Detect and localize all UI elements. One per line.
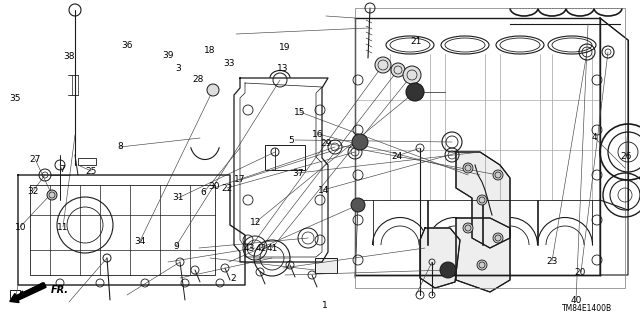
Polygon shape bbox=[456, 152, 510, 248]
Text: 16: 16 bbox=[312, 130, 324, 139]
Text: 27: 27 bbox=[29, 155, 41, 164]
Circle shape bbox=[463, 223, 473, 233]
Text: 29: 29 bbox=[321, 139, 332, 148]
Circle shape bbox=[352, 134, 368, 150]
Circle shape bbox=[391, 63, 405, 77]
Text: 31: 31 bbox=[172, 193, 184, 202]
Text: 34: 34 bbox=[134, 237, 145, 246]
Text: 28: 28 bbox=[193, 75, 204, 84]
Circle shape bbox=[207, 84, 219, 96]
Text: 39: 39 bbox=[162, 51, 173, 60]
Text: 18: 18 bbox=[204, 46, 216, 55]
Text: 35: 35 bbox=[10, 94, 21, 103]
Text: 19: 19 bbox=[279, 43, 291, 52]
Text: 14: 14 bbox=[317, 186, 329, 195]
Circle shape bbox=[477, 195, 487, 205]
Bar bbox=[315, 258, 337, 273]
Bar bbox=[10, 290, 20, 298]
Text: FR.: FR. bbox=[51, 285, 69, 295]
Circle shape bbox=[477, 260, 487, 270]
Text: 3: 3 bbox=[175, 64, 180, 73]
Circle shape bbox=[463, 163, 473, 173]
Text: 36: 36 bbox=[121, 41, 132, 50]
FancyArrow shape bbox=[10, 283, 46, 302]
Text: 41: 41 bbox=[266, 244, 278, 252]
Text: 23: 23 bbox=[546, 257, 557, 266]
Text: 9: 9 bbox=[173, 242, 179, 251]
Text: 11: 11 bbox=[57, 223, 68, 232]
Text: 13: 13 bbox=[277, 64, 289, 73]
Text: TM84E1400B: TM84E1400B bbox=[562, 304, 612, 313]
Circle shape bbox=[403, 66, 421, 84]
Text: 26: 26 bbox=[620, 152, 632, 161]
Text: 15: 15 bbox=[294, 108, 305, 116]
Text: 12: 12 bbox=[250, 218, 262, 227]
Text: 1: 1 bbox=[323, 301, 328, 310]
Circle shape bbox=[440, 262, 456, 278]
Bar bbox=[78, 158, 96, 165]
Text: 38: 38 bbox=[63, 52, 75, 61]
Text: 2: 2 bbox=[231, 274, 236, 283]
Circle shape bbox=[351, 198, 365, 212]
Text: 10: 10 bbox=[15, 223, 26, 232]
Circle shape bbox=[47, 190, 57, 200]
Text: 21: 21 bbox=[410, 37, 422, 46]
Text: 24: 24 bbox=[391, 152, 403, 161]
Text: 17: 17 bbox=[234, 175, 246, 184]
Text: 7: 7 bbox=[60, 165, 65, 174]
Text: 33: 33 bbox=[223, 59, 235, 68]
Text: 6: 6 bbox=[201, 188, 206, 196]
Text: 43: 43 bbox=[244, 244, 255, 252]
Text: 37: 37 bbox=[292, 169, 303, 178]
Text: 22: 22 bbox=[221, 184, 233, 193]
Text: 32: 32 bbox=[28, 187, 39, 196]
Polygon shape bbox=[420, 228, 460, 288]
Text: 30: 30 bbox=[209, 182, 220, 191]
Bar bbox=[265, 145, 305, 170]
Circle shape bbox=[375, 57, 391, 73]
Text: 5: 5 bbox=[289, 136, 294, 145]
Text: 42: 42 bbox=[255, 244, 267, 252]
Text: 8: 8 bbox=[118, 142, 123, 151]
Text: 40: 40 bbox=[570, 296, 582, 305]
Bar bbox=[355, 8, 625, 288]
Circle shape bbox=[406, 83, 424, 101]
Circle shape bbox=[493, 170, 503, 180]
Polygon shape bbox=[456, 218, 510, 292]
Circle shape bbox=[493, 233, 503, 243]
Text: 4: 4 bbox=[591, 133, 596, 142]
Text: 25: 25 bbox=[85, 167, 97, 176]
Text: 20: 20 bbox=[575, 268, 586, 277]
